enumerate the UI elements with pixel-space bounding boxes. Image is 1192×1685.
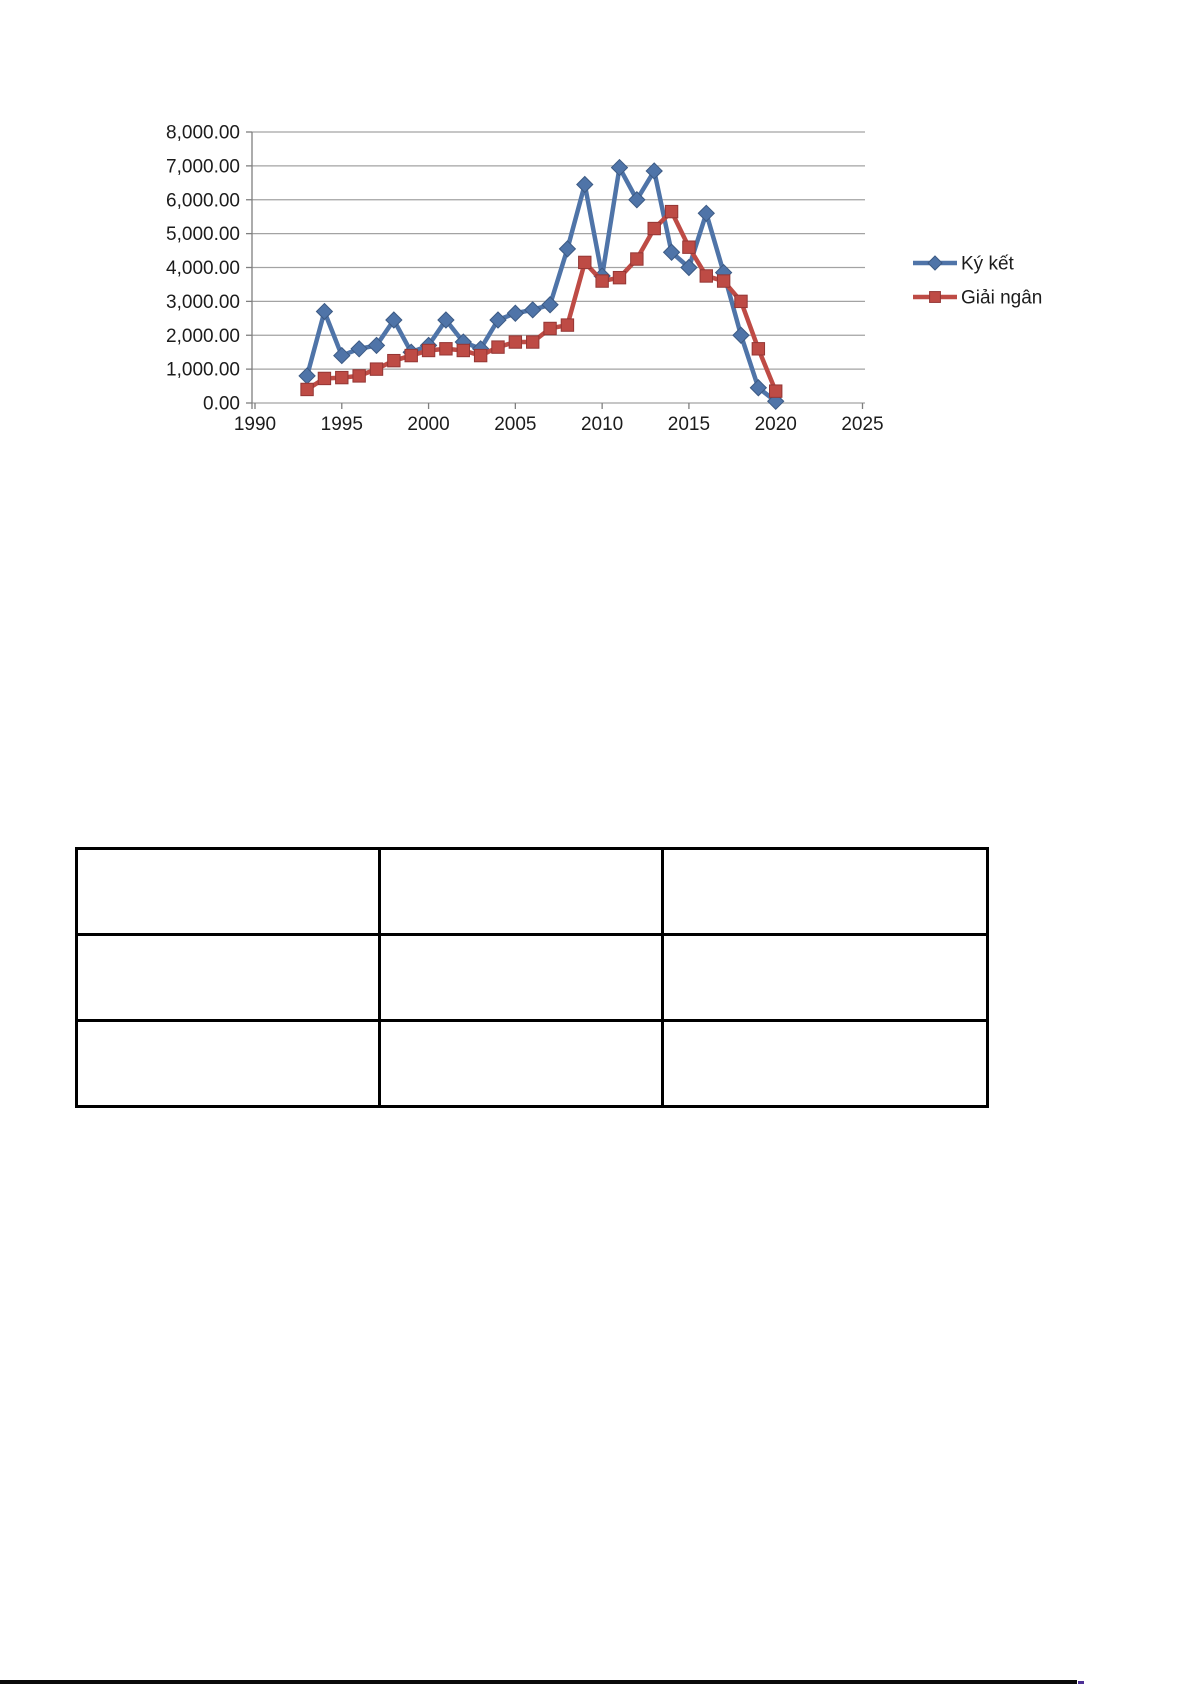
x-axis-label: 2005	[494, 414, 536, 435]
data-point-marker	[749, 379, 768, 397]
y-axis-label: 2,000.00	[166, 326, 240, 347]
bottom-page-bar	[0, 1680, 1077, 1684]
data-point-marker	[610, 158, 629, 177]
data-point-marker	[769, 384, 783, 398]
table-cell[interactable]	[75, 933, 381, 1022]
data-point-marker	[300, 382, 314, 397]
y-axis-label: 3,000.00	[166, 292, 240, 313]
oda-line-chart: 8,000.00 7,000.00 6,000.00 5,000.00 4,000.00…	[166, 123, 1042, 436]
data-point-marker	[524, 301, 542, 319]
legend-label: Ký kết	[961, 254, 1015, 275]
table-row	[75, 847, 989, 936]
y-axis-label: 5,000.00	[166, 224, 240, 245]
legend-label: Giải ngân	[961, 288, 1042, 309]
data-point-marker	[421, 343, 436, 358]
y-axis-label: 4,000.00	[166, 258, 240, 279]
x-axis-label: 2020	[755, 414, 797, 435]
table-cell[interactable]	[75, 1019, 381, 1108]
series-line-square	[304, 209, 778, 394]
data-point-marker	[317, 371, 332, 386]
data-point-marker	[543, 321, 557, 336]
table-row	[75, 933, 989, 1022]
data-point-marker	[628, 191, 646, 209]
data-point-marker	[734, 294, 748, 309]
data-point-marker	[612, 270, 627, 285]
data-point-marker	[732, 326, 750, 344]
y-axis-label: 6,000.00	[166, 190, 240, 211]
data-point-marker	[595, 274, 609, 288]
y-axis-label: 0.00	[203, 394, 240, 415]
data-point-marker	[352, 369, 366, 383]
table-cell[interactable]	[378, 1019, 664, 1108]
data-point-marker	[298, 367, 316, 385]
data-point-marker	[664, 204, 679, 219]
data-point-marker	[506, 304, 525, 322]
data-point-marker	[699, 269, 713, 283]
data-point-marker	[439, 342, 453, 356]
data-point-marker	[697, 204, 715, 223]
data-point-marker	[385, 311, 403, 329]
legend-marker	[929, 291, 941, 303]
x-axis-label: 1995	[321, 414, 363, 435]
x-axis-label: 2010	[581, 414, 623, 435]
table-cell[interactable]	[661, 933, 989, 1022]
data-point-marker	[541, 296, 559, 314]
data-point-marker	[526, 335, 540, 349]
data-point-marker	[387, 353, 401, 368]
data-point-marker	[578, 255, 592, 270]
y-axis-label: 7,000.00	[166, 156, 240, 177]
data-point-marker	[682, 240, 696, 254]
data-point-marker	[662, 243, 681, 261]
x-axis-label: 2015	[668, 414, 710, 435]
data-point-marker	[350, 340, 368, 358]
table-row	[75, 1019, 989, 1108]
data-point-marker	[404, 348, 418, 363]
table-cell[interactable]	[378, 933, 664, 1022]
y-axis-label: 8,000.00	[166, 123, 240, 144]
x-axis-label: 2025	[841, 414, 883, 435]
blank-table-body	[75, 847, 989, 1108]
data-point-marker	[716, 274, 731, 288]
table-cell[interactable]	[75, 847, 381, 936]
data-point-marker	[576, 175, 594, 194]
data-point-marker	[367, 336, 386, 355]
x-axis-label: 1990	[234, 414, 276, 435]
data-point-marker	[630, 252, 644, 266]
x-axis-label: 2000	[407, 414, 449, 435]
data-point-marker	[315, 302, 334, 321]
data-point-marker	[558, 240, 577, 258]
data-point-marker	[647, 221, 661, 236]
data-point-marker	[680, 258, 698, 277]
series-line-diamond	[304, 165, 778, 404]
data-point-marker	[491, 340, 505, 354]
data-point-marker	[560, 318, 575, 332]
y-axis-label: 1,000.00	[166, 360, 240, 381]
bottom-bar-accent	[1078, 1681, 1084, 1684]
data-point-marker	[456, 343, 470, 358]
legend-marker	[927, 255, 943, 271]
data-point-marker	[437, 311, 455, 329]
data-point-marker	[333, 346, 351, 365]
data-point-marker	[508, 335, 523, 349]
data-point-marker	[489, 311, 507, 329]
table-cell[interactable]	[661, 847, 989, 936]
data-point-marker	[751, 342, 766, 356]
blank-table	[75, 847, 989, 1108]
data-point-marker	[335, 370, 349, 385]
data-point-marker	[767, 392, 785, 411]
data-point-marker	[369, 362, 384, 376]
table-cell[interactable]	[661, 1019, 989, 1108]
table-cell[interactable]	[378, 847, 664, 936]
data-point-marker	[473, 348, 488, 363]
data-point-marker	[645, 162, 663, 180]
